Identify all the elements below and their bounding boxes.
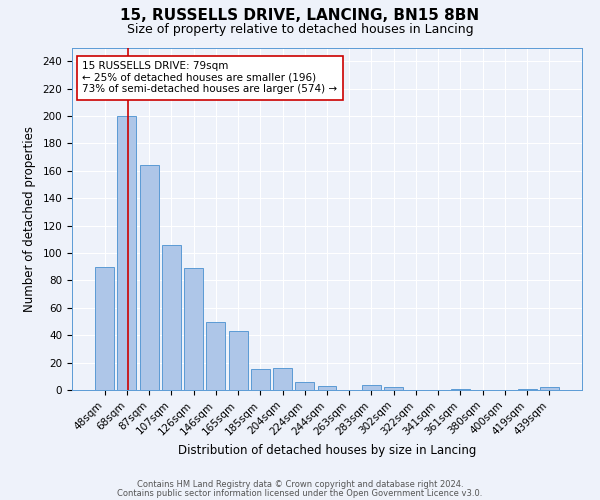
Text: Size of property relative to detached houses in Lancing: Size of property relative to detached ho… [127, 22, 473, 36]
Text: Contains HM Land Registry data © Crown copyright and database right 2024.: Contains HM Land Registry data © Crown c… [137, 480, 463, 489]
Bar [384, 388, 403, 390]
Bar [540, 388, 559, 390]
Bar [140, 166, 158, 390]
Bar [206, 322, 225, 390]
Bar [184, 268, 203, 390]
Bar [95, 266, 114, 390]
Y-axis label: Number of detached properties: Number of detached properties [23, 126, 35, 312]
Bar [451, 388, 470, 390]
Bar [317, 386, 337, 390]
X-axis label: Distribution of detached houses by size in Lancing: Distribution of detached houses by size … [178, 444, 476, 456]
Bar [118, 116, 136, 390]
Bar [251, 370, 270, 390]
Bar [273, 368, 292, 390]
Text: Contains public sector information licensed under the Open Government Licence v3: Contains public sector information licen… [118, 488, 482, 498]
Bar [362, 384, 381, 390]
Text: 15, RUSSELLS DRIVE, LANCING, BN15 8BN: 15, RUSSELLS DRIVE, LANCING, BN15 8BN [121, 8, 479, 22]
Bar [162, 245, 181, 390]
Bar [295, 382, 314, 390]
Text: 15 RUSSELLS DRIVE: 79sqm
← 25% of detached houses are smaller (196)
73% of semi-: 15 RUSSELLS DRIVE: 79sqm ← 25% of detach… [82, 61, 337, 94]
Bar [518, 388, 536, 390]
Bar [229, 331, 248, 390]
